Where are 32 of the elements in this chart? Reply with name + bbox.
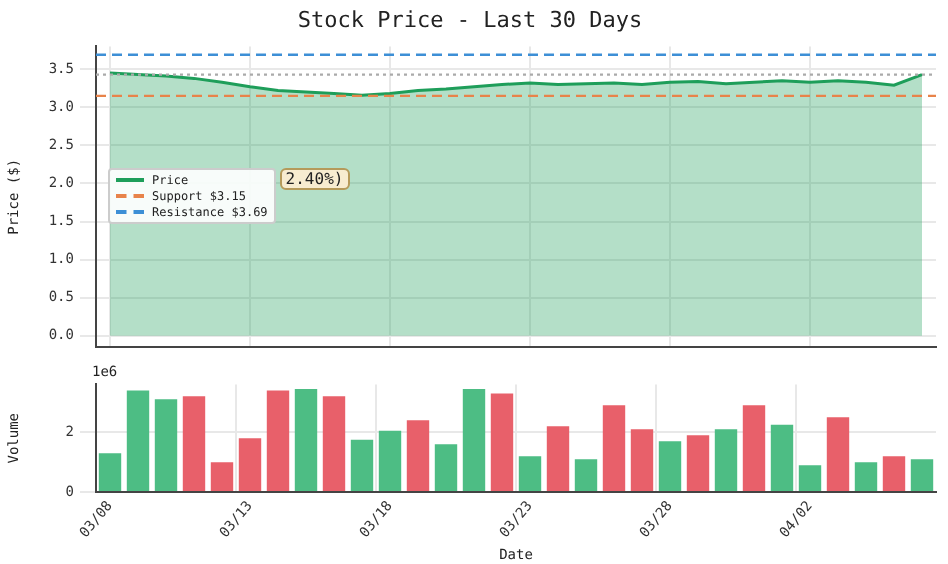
bar xyxy=(742,405,766,492)
bar xyxy=(406,420,430,492)
bar xyxy=(154,399,178,492)
bar xyxy=(378,430,402,492)
bar xyxy=(266,390,290,492)
bar xyxy=(126,390,150,492)
bar xyxy=(882,456,906,492)
bar xyxy=(910,459,934,492)
bar xyxy=(602,405,626,492)
bar xyxy=(854,462,878,492)
bar xyxy=(798,465,822,492)
bar xyxy=(546,426,570,492)
bar xyxy=(238,438,262,492)
bar xyxy=(714,429,738,492)
bar xyxy=(322,396,346,492)
bar xyxy=(630,429,654,492)
bar xyxy=(490,393,514,492)
bar xyxy=(658,441,682,492)
bar xyxy=(350,439,374,492)
bar xyxy=(182,396,206,492)
bar xyxy=(686,435,710,492)
bar xyxy=(434,444,458,492)
chart-title: Stock Price - Last 30 Days xyxy=(297,6,643,33)
bar xyxy=(462,388,486,492)
bar xyxy=(210,462,234,492)
bar xyxy=(518,456,542,492)
bar xyxy=(574,459,598,492)
annotation: 2.40%) xyxy=(279,168,350,191)
bar xyxy=(770,424,794,492)
bar xyxy=(294,388,318,492)
bar xyxy=(826,417,850,492)
bar xyxy=(98,453,122,492)
